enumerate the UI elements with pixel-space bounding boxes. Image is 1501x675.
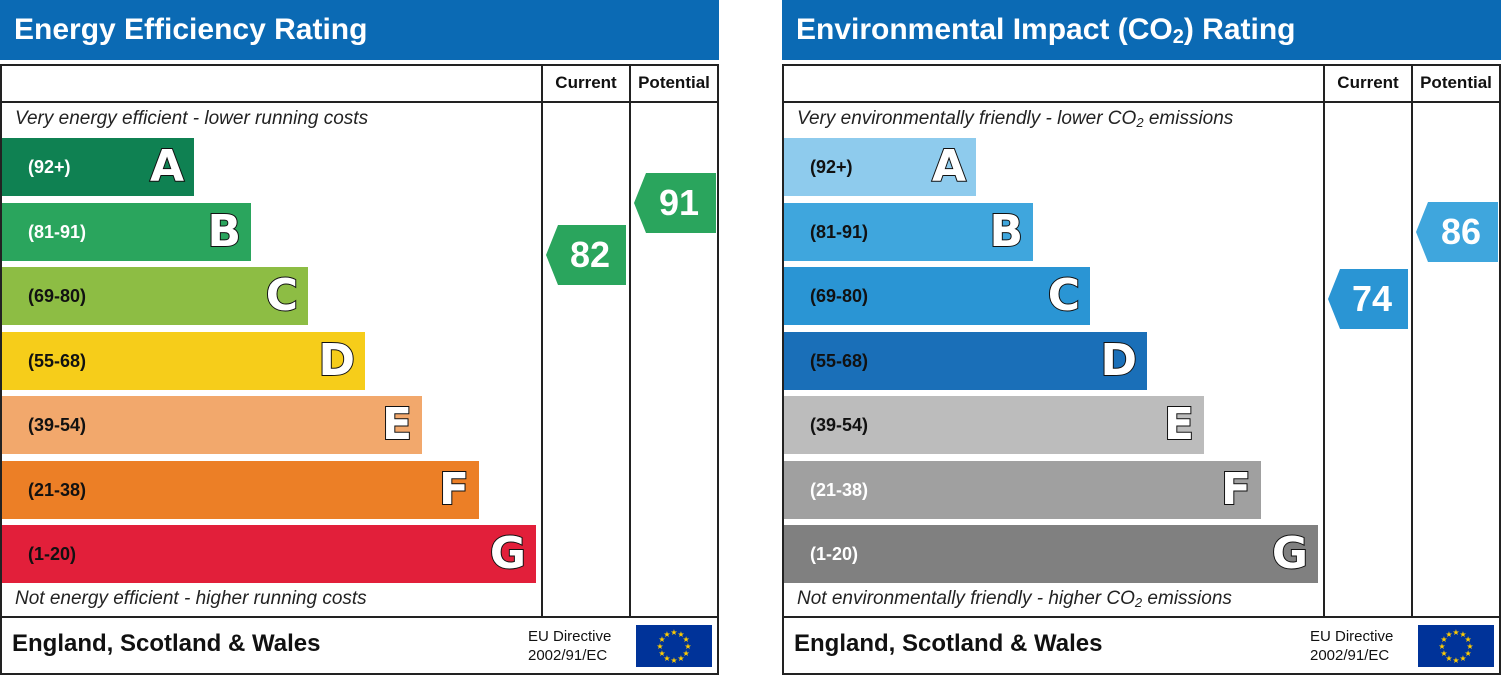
- band-d: (55-68) D: [2, 331, 365, 390]
- band-range-label: (55-68): [28, 350, 87, 371]
- band-b: (81-91) B: [2, 202, 251, 261]
- eu-star: ★: [1466, 642, 1473, 651]
- eu-star: ★: [1459, 654, 1466, 663]
- band-letter: F: [438, 463, 470, 516]
- eu-star: ★: [1459, 630, 1466, 639]
- eu-star: ★: [658, 649, 665, 658]
- current-rating-marker: 74: [1328, 268, 1408, 329]
- band-f: (21-38) F: [784, 460, 1261, 519]
- eu-star: ★: [1445, 630, 1452, 639]
- eu-flag-icon: ★ ★ ★ ★ ★ ★ ★ ★ ★ ★ ★ ★: [636, 625, 712, 667]
- current-rating-value: 82: [569, 233, 611, 275]
- eu-star: ★: [677, 630, 684, 639]
- current-rating-arrow: [546, 224, 626, 285]
- eu-star: ★: [1465, 635, 1472, 644]
- eu-star: ★: [1452, 656, 1459, 665]
- potential-rating-value: 91: [658, 181, 700, 223]
- column-header-potential: Potential: [638, 73, 710, 92]
- bottom-caption: Not environmentally friendly - higher CO…: [797, 588, 1232, 610]
- band-a: (92+) A: [2, 138, 194, 196]
- eu-star: ★: [663, 654, 670, 663]
- band-f: (21-38) F: [2, 460, 479, 519]
- eu-star: ★: [683, 649, 690, 658]
- band-letter: F: [1220, 463, 1252, 516]
- current-rating-marker: 82: [546, 224, 626, 285]
- eu-stars: ★ ★★★★★★★★★★★: [656, 628, 691, 665]
- environmental-impact-chart: Environmental Impact (CO2) Rating Curren…: [782, 0, 1501, 675]
- eu-star: ★: [1440, 635, 1447, 644]
- potential-rating-arrow: [1416, 201, 1498, 262]
- band-letter: D: [317, 334, 356, 387]
- current-rating-value: 74: [1351, 277, 1393, 319]
- eu-star: ★: [670, 656, 677, 665]
- column-header-potential: Potential: [1420, 73, 1492, 92]
- band-a: (92+) A: [784, 138, 976, 196]
- top-caption: Very energy efficient - lower running co…: [15, 108, 369, 129]
- band-range-label: (21-38): [28, 479, 87, 500]
- band-range-label: (55-68): [810, 350, 869, 371]
- band-range-label: (1-20): [810, 544, 859, 564]
- band-range-label: (1-20): [28, 544, 77, 564]
- band-letter: A: [931, 140, 967, 193]
- band-range-label: (69-80): [28, 286, 87, 306]
- band-range-label: (92+): [810, 157, 853, 177]
- eu-star: ★: [1445, 654, 1452, 663]
- eu-star: ★: [656, 642, 663, 651]
- band-range-label: (39-54): [810, 415, 869, 435]
- eu-star: ★: [684, 642, 691, 651]
- band-letter: G: [489, 527, 527, 580]
- top-caption: Very environmentally friendly - lower CO…: [797, 108, 1234, 130]
- band-range-label: (81-91): [28, 221, 87, 242]
- band-letter: D: [1099, 334, 1138, 387]
- eu-star: ★: [1452, 628, 1459, 637]
- chart-title: Environmental Impact (CO2) Rating: [782, 0, 1501, 60]
- band-letter: E: [381, 398, 413, 451]
- eu-star: ★: [658, 635, 665, 644]
- band-range-label: (92+): [28, 157, 71, 177]
- band-c: (69-80) C: [2, 267, 308, 325]
- eu-star: ★: [1440, 649, 1447, 658]
- eu-star: ★: [1438, 642, 1445, 651]
- chart-title: Energy Efficiency Rating: [0, 0, 719, 60]
- current-rating-arrow: [1328, 268, 1408, 329]
- column-header-current: Current: [1337, 73, 1399, 92]
- column-header-current: Current: [555, 73, 617, 92]
- footer-region: England, Scotland & Wales: [794, 630, 1103, 657]
- footer-region: England, Scotland & Wales: [12, 630, 321, 657]
- band-range-label: (81-91): [810, 221, 869, 242]
- eu-directive-text: EU Directive 2002/91/EC: [528, 628, 612, 664]
- eu-star: ★: [663, 630, 670, 639]
- band-letter: C: [265, 269, 299, 322]
- band-range-label: (21-38): [810, 479, 869, 500]
- band-letter: G: [1271, 527, 1309, 580]
- band-e: (39-54) E: [784, 396, 1204, 454]
- band-letter: E: [1163, 398, 1195, 451]
- band-e: (39-54) E: [2, 396, 422, 454]
- eu-directive-text: EU Directive 2002/91/EC: [1310, 628, 1394, 664]
- band-g: (1-20) G: [2, 525, 536, 583]
- band-letter: B: [988, 205, 1024, 258]
- potential-rating-arrow: [634, 172, 716, 233]
- eu-star: ★: [683, 635, 690, 644]
- potential-rating-marker: 86: [1416, 201, 1498, 262]
- potential-rating-value: 86: [1440, 210, 1482, 252]
- band-b: (81-91) B: [784, 202, 1033, 261]
- eu-star: ★: [677, 654, 684, 663]
- eu-star: ★: [670, 628, 677, 637]
- eu-stars: ★ ★★★★★★★★★★★: [1438, 628, 1473, 665]
- bottom-caption: Not energy efficient - higher running co…: [15, 588, 367, 609]
- band-d: (55-68) D: [784, 331, 1147, 390]
- band-range-label: (39-54): [28, 415, 87, 435]
- eu-flag-icon: ★ ★ ★ ★ ★ ★ ★ ★ ★ ★ ★ ★: [1418, 625, 1494, 667]
- band-c: (69-80) C: [784, 267, 1090, 325]
- band-letter: C: [1047, 269, 1081, 322]
- eu-star: ★: [1465, 649, 1472, 658]
- band-letter: A: [149, 140, 185, 193]
- band-g: (1-20) G: [784, 525, 1318, 583]
- band-letter: B: [206, 205, 242, 258]
- band-range-label: (69-80): [810, 286, 869, 306]
- potential-rating-marker: 91: [634, 172, 716, 233]
- energy-efficiency-chart: Energy Efficiency Rating Current Potenti…: [0, 0, 719, 675]
